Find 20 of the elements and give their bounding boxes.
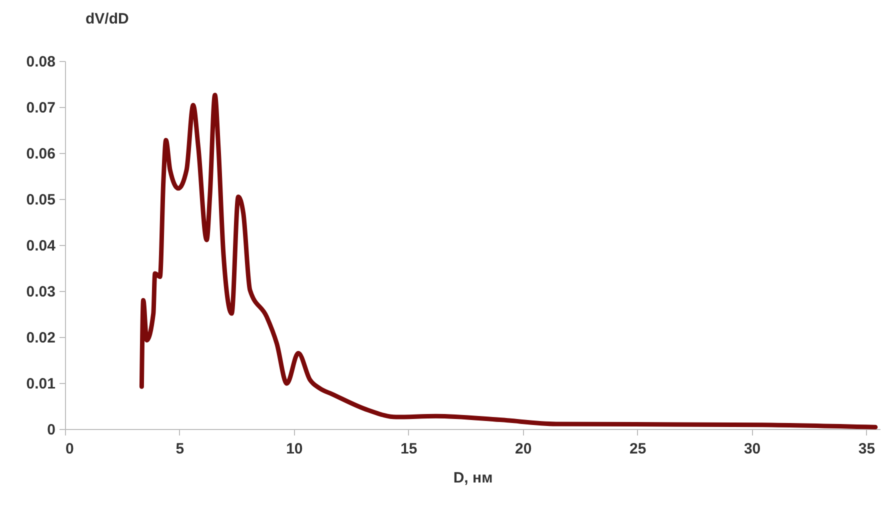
- y-tick-label: 0.04: [26, 238, 56, 254]
- y-tick-label: 0.02: [26, 330, 56, 346]
- line-series: [139, 92, 878, 430]
- x-tick-label: 10: [286, 440, 303, 458]
- x-tick-label: 30: [744, 440, 761, 458]
- y-tick-label: 0.08: [26, 54, 56, 70]
- x-tick-label: 25: [629, 440, 646, 458]
- x-tick-label: 0: [66, 440, 74, 458]
- y-tick-label: 0: [47, 422, 56, 438]
- x-tick-label: 35: [858, 440, 876, 458]
- y-tick-label: 0.06: [26, 146, 56, 162]
- y-tick-label: 0.07: [26, 100, 56, 116]
- x-tick-label: 20: [515, 440, 532, 458]
- y-tick-label: 0.03: [26, 284, 56, 300]
- y-tick-label: 0.05: [26, 192, 56, 208]
- x-tick-label: 5: [176, 440, 184, 458]
- y-axis-title: dV/dD: [86, 10, 129, 28]
- x-tick-label: 15: [400, 440, 418, 458]
- x-axis-title: D, нм: [453, 470, 493, 486]
- y-tick-label: 0.01: [26, 376, 56, 392]
